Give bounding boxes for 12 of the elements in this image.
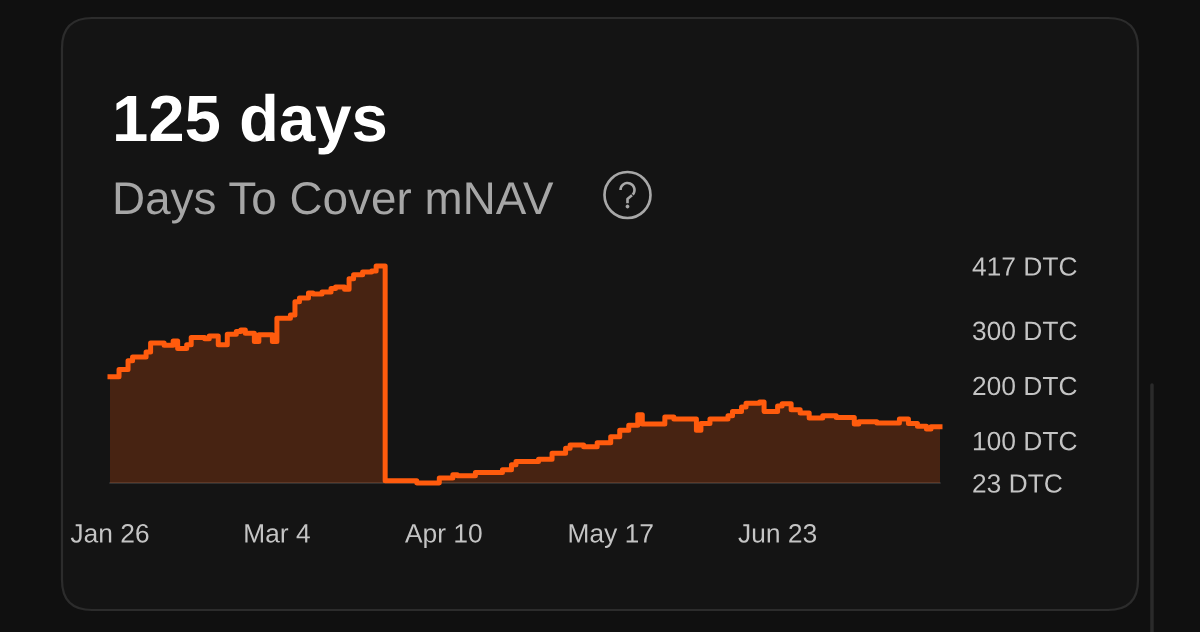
y-tick-label: 23 DTC	[973, 474, 1062, 493]
y-tick-label: 300 DTC	[972, 321, 1077, 341]
x-tick-label: Jan 26	[70, 523, 149, 543]
chart-title: 125 days	[116, 93, 386, 155]
x-tick-label: Apr 10	[404, 523, 482, 548]
y-tick-label: 200 DTC	[973, 376, 1077, 396]
y-tick-label: 100 DTC	[973, 431, 1077, 451]
y-tick-label: 417 DTC	[972, 257, 1077, 276]
x-tick-label: Jun 23	[738, 523, 817, 543]
x-tick-label: May 17	[569, 524, 653, 548]
chart-subtitle: Days To Cover mNAV	[115, 182, 554, 224]
x-tick-label: Mar 4	[245, 524, 310, 543]
